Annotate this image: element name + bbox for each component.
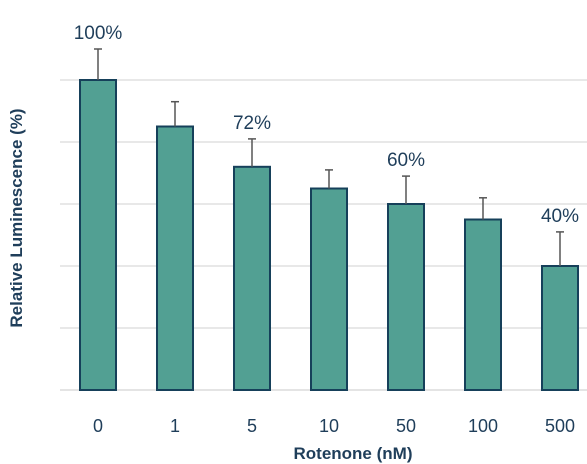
bar	[464, 218, 502, 391]
y-axis-title: Relative Luminescence (%)	[7, 108, 26, 327]
bar	[310, 187, 348, 391]
x-tick-label: 5	[247, 416, 257, 436]
x-tick-label: 500	[545, 416, 575, 436]
x-tick-label: 10	[319, 416, 339, 436]
bar	[541, 265, 579, 391]
bar	[387, 203, 425, 391]
data-labels: 100% 72% 60% 40%	[74, 23, 579, 227]
x-tick-label: 1	[170, 416, 180, 436]
bar	[79, 79, 117, 391]
x-tick-labels: 0 1 5 10 50 100 500	[93, 416, 575, 436]
bars	[79, 79, 579, 391]
data-label: 40%	[541, 206, 579, 227]
data-label: 100%	[74, 23, 123, 44]
bar	[233, 165, 271, 391]
error-bars	[94, 48, 564, 266]
data-label: 72%	[233, 113, 271, 134]
bar	[156, 125, 194, 391]
x-tick-label: 0	[93, 416, 103, 436]
x-axis-title: Rotenone (nM)	[294, 444, 413, 463]
x-tick-label: 100	[468, 416, 498, 436]
data-label: 60%	[387, 150, 425, 171]
x-tick-label: 50	[396, 416, 416, 436]
